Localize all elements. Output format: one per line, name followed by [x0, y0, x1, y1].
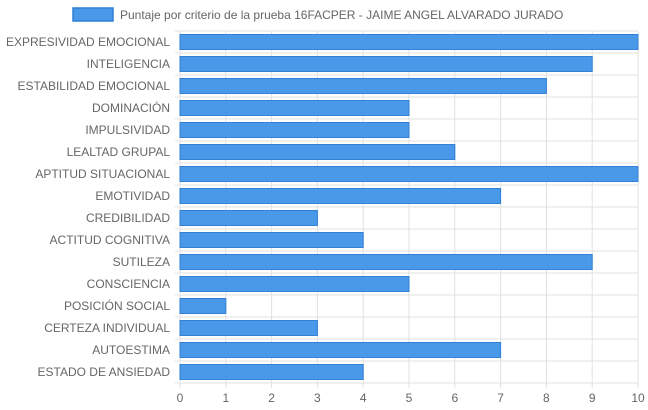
bars	[179, 34, 639, 380]
x-tick-label: 2	[268, 391, 275, 405]
y-tick-label: CREDIBILIDAD	[86, 211, 170, 225]
x-tick-label: 6	[451, 391, 458, 405]
y-tick-label: ESTABILIDAD EMOCIONAL	[18, 79, 171, 93]
y-tick-label: SUTILEZA	[113, 255, 170, 269]
x-tick-label: 0	[177, 391, 184, 405]
legend[interactable]: Puntaje por criterio de la prueba 16FACP…	[72, 7, 563, 22]
x-tick-label: 9	[589, 391, 596, 405]
bar[interactable]	[179, 34, 639, 50]
y-tick-label: ESTADO DE ANSIEDAD	[38, 365, 171, 379]
y-axis-labels: EXPRESIVIDAD EMOCIONAL INTELIGENCIA ESTABI…	[6, 35, 170, 379]
bar[interactable]	[179, 78, 547, 94]
x-tick-label: 10	[631, 391, 645, 405]
x-tick-label: 1	[222, 391, 229, 405]
y-tick-label: POSICIÓN SOCIAL	[64, 298, 170, 313]
x-tick-label: 8	[543, 391, 550, 405]
bar[interactable]	[179, 320, 318, 336]
legend-swatch	[72, 7, 114, 22]
x-tick-label: 5	[406, 391, 413, 405]
y-tick-label: CONSCIENCIA	[87, 277, 170, 291]
x-tick-label: 3	[314, 391, 321, 405]
bar[interactable]	[179, 166, 639, 182]
bar[interactable]	[179, 276, 410, 292]
bar[interactable]	[179, 188, 502, 204]
y-tick-label: LEALTAD GRUPAL	[67, 145, 171, 159]
y-tick-label: CERTEZA INDIVIDUAL	[44, 321, 170, 335]
legend-label: Puntaje por criterio de la prueba 16FACP…	[120, 8, 563, 22]
bar[interactable]	[179, 100, 410, 116]
x-tick-label: 7	[497, 391, 504, 405]
y-tick-label: ACTITUD COGNITIVA	[50, 233, 170, 247]
bar[interactable]	[179, 298, 227, 314]
bar[interactable]	[179, 144, 456, 160]
y-tick-label: APTITUD SITUACIONAL	[35, 167, 170, 181]
y-tick-label: IMPULSIVIDAD	[85, 123, 170, 137]
bar[interactable]	[179, 56, 593, 72]
bar[interactable]	[179, 232, 364, 248]
bar[interactable]	[179, 210, 318, 226]
bar[interactable]	[179, 254, 593, 270]
y-tick-label: EXPRESIVIDAD EMOCIONAL	[6, 35, 170, 49]
y-tick-label: DOMINACIÓN	[92, 100, 170, 115]
bar[interactable]	[179, 342, 502, 358]
bar[interactable]	[179, 364, 364, 380]
y-tick-label: EMOTIVIDAD	[95, 189, 170, 203]
bar[interactable]	[179, 122, 410, 138]
y-tick-label: INTELIGENCIA	[87, 57, 170, 71]
x-tick-label: 4	[360, 391, 367, 405]
y-tick-label: AUTOESTIMA	[92, 343, 170, 357]
x-axis-labels: 0 1 2 3 4 5 6 7 8 9 10	[177, 391, 645, 405]
